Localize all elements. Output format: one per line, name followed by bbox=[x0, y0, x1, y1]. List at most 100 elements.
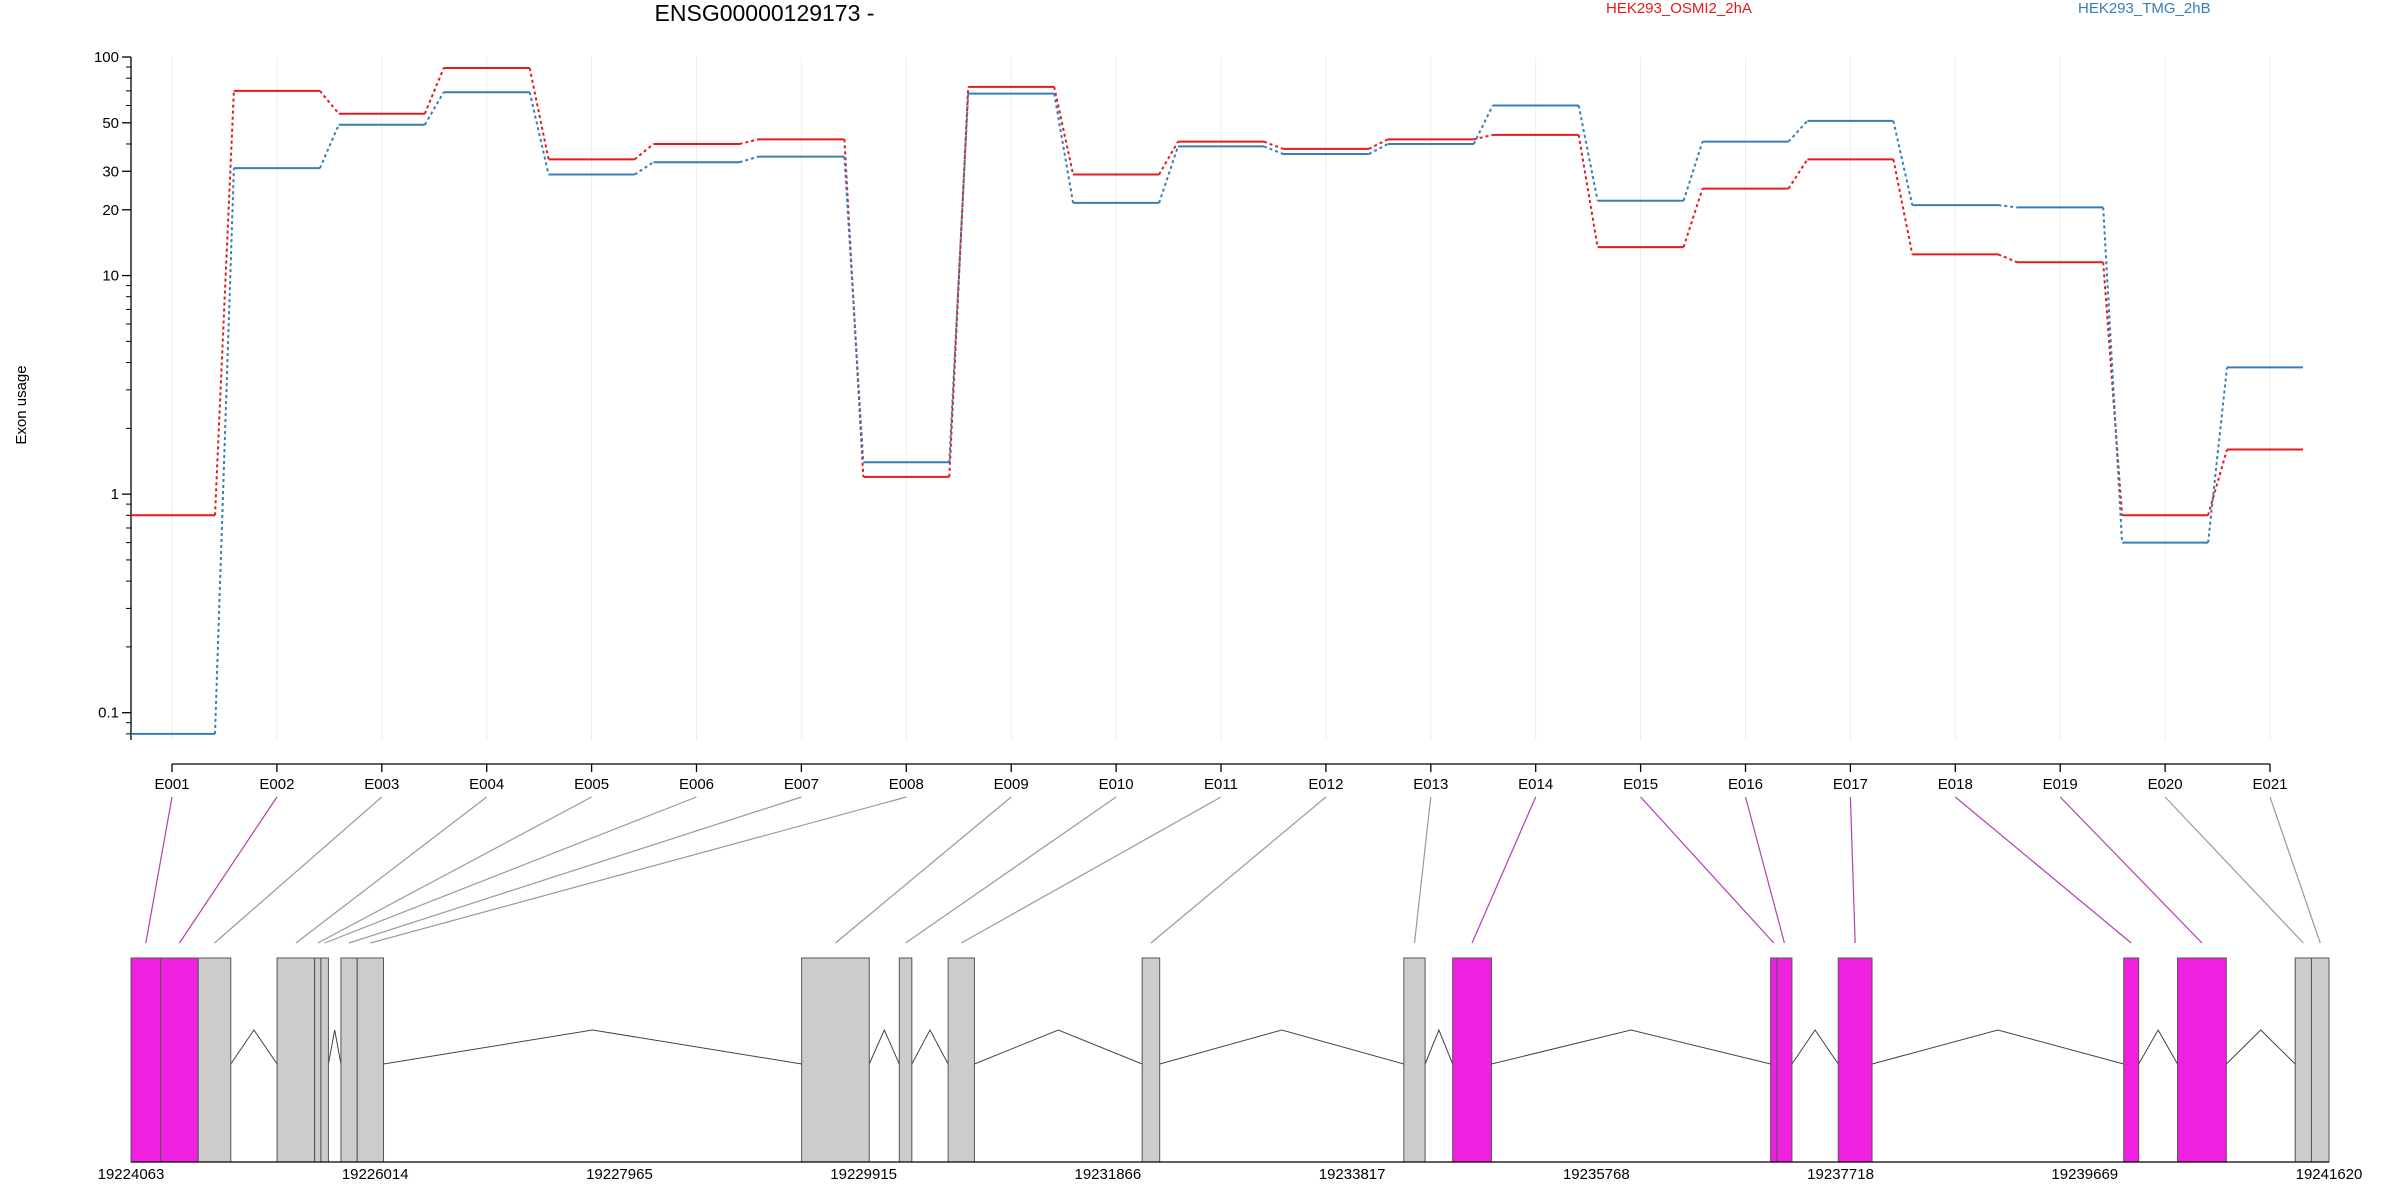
x-tick-label: E002 bbox=[259, 776, 294, 793]
x-tick-label: E018 bbox=[1938, 776, 1973, 793]
series-connector bbox=[739, 155, 759, 164]
series-connector bbox=[1682, 141, 1704, 202]
y-tick-label: 10 bbox=[102, 268, 119, 285]
series-connector bbox=[1787, 120, 1809, 143]
exon-box-e010 bbox=[898, 957, 913, 1163]
genome-coordinate-label: 19241620 bbox=[2296, 1166, 2363, 1183]
intron-line bbox=[911, 1028, 949, 1065]
series-connector bbox=[423, 67, 445, 115]
genome-coordinate-label: 19235768 bbox=[1563, 1166, 1630, 1183]
y-tick-label: 50 bbox=[102, 115, 119, 132]
exon-box-e004 bbox=[276, 957, 316, 1163]
exon-box-e015 bbox=[1770, 957, 1778, 1163]
x-tick-label: E010 bbox=[1099, 776, 1134, 793]
series-connector bbox=[1053, 86, 1075, 175]
series-connector bbox=[528, 67, 550, 160]
series-connector bbox=[1892, 120, 1914, 206]
series-connector bbox=[214, 90, 235, 516]
exon-box-e012 bbox=[1141, 957, 1161, 1163]
series-connector bbox=[1997, 253, 2018, 264]
exon-connector-e009 bbox=[835, 796, 1012, 944]
y-tick-label: 30 bbox=[102, 163, 119, 180]
series-connector bbox=[214, 168, 235, 734]
exon-box-e006 bbox=[320, 957, 329, 1163]
exon-connector-e002 bbox=[178, 796, 278, 944]
genome-coordinate-label: 19237718 bbox=[1807, 1166, 1874, 1183]
genome-coordinate-label: 19229915 bbox=[830, 1166, 897, 1183]
series-connector bbox=[1682, 188, 1704, 248]
y-tick-label: 100 bbox=[94, 49, 119, 66]
series-connector bbox=[1787, 158, 1809, 190]
exon-connector-e015 bbox=[1640, 796, 1775, 944]
series-connector bbox=[318, 124, 340, 169]
exon-box-e018 bbox=[2123, 957, 2140, 1163]
exon-connector-e021 bbox=[2269, 796, 2321, 944]
x-tick-label: E008 bbox=[889, 776, 924, 793]
series-connector bbox=[1263, 140, 1284, 150]
exon-box-e017 bbox=[1837, 957, 1873, 1163]
genome-coordinate-label: 19227965 bbox=[586, 1166, 653, 1183]
series-connector bbox=[948, 86, 970, 477]
series-connector bbox=[1053, 93, 1075, 204]
x-tick-label: E015 bbox=[1623, 776, 1658, 793]
intron-line bbox=[327, 1029, 342, 1065]
series-connector bbox=[2207, 449, 2228, 516]
intron-line bbox=[383, 1029, 802, 1065]
exon-box-e019 bbox=[2177, 957, 2227, 1163]
exon-box-e003 bbox=[197, 957, 232, 1163]
genome-coordinate-label: 19239669 bbox=[2051, 1166, 2118, 1183]
x-tick-label: E014 bbox=[1518, 776, 1553, 793]
intron-line bbox=[868, 1028, 900, 1065]
exon-connector-e018 bbox=[1954, 796, 2132, 944]
exon-connector-e013 bbox=[1413, 796, 1432, 944]
intron-line bbox=[1491, 1029, 1771, 1065]
series-connector bbox=[319, 90, 340, 115]
exon-connector-e001 bbox=[145, 796, 173, 944]
exon-connector-e004 bbox=[295, 796, 488, 944]
legend-entry-series-a: HEK293_OSMI2_2hA bbox=[1606, 0, 1752, 17]
exon-box-e007 bbox=[340, 957, 358, 1163]
x-tick-label: E020 bbox=[2148, 776, 2183, 793]
x-tick-label: E013 bbox=[1413, 776, 1448, 793]
exon-box-e013 bbox=[1403, 957, 1426, 1163]
intron-line bbox=[2138, 1028, 2178, 1065]
grid-layer bbox=[171, 57, 2271, 740]
genome-coordinate-label: 19226014 bbox=[342, 1166, 409, 1183]
x-tick-label: E006 bbox=[679, 776, 714, 793]
intron-line bbox=[2225, 1029, 2296, 1065]
series-connector bbox=[634, 161, 655, 176]
x-tick-label: E009 bbox=[994, 776, 1029, 793]
intron-line bbox=[1159, 1029, 1404, 1065]
exon-connector-e020 bbox=[2164, 796, 2304, 944]
series-connector bbox=[1998, 204, 2018, 209]
gene-model: 19224063 19226014 19227965 19229915 19231866… bbox=[98, 957, 2363, 1183]
x-tick-label: E011 bbox=[1204, 776, 1238, 793]
series-connector bbox=[1368, 143, 1389, 155]
exon-connector-e011 bbox=[960, 796, 1222, 944]
intron-line bbox=[230, 1029, 278, 1065]
series-connector bbox=[1158, 146, 1179, 204]
exon-connector-e010 bbox=[905, 796, 1117, 944]
exon-box-e002 bbox=[160, 957, 199, 1163]
series-connector bbox=[1368, 138, 1389, 150]
exon-connector-e003 bbox=[214, 796, 383, 944]
series-connector bbox=[1472, 105, 1494, 145]
intron-line bbox=[974, 1029, 1143, 1065]
y-axis: 0.1 1 10 20 30 50 100 bbox=[94, 49, 132, 740]
series-layer bbox=[131, 67, 2303, 735]
genome-coordinate-label: 19231866 bbox=[1075, 1166, 1142, 1183]
y-tick-label: 1 bbox=[111, 486, 119, 503]
exon-box-e005 bbox=[314, 957, 322, 1163]
genome-coordinate-label: 19224063 bbox=[98, 1166, 165, 1183]
x-axis: E001 E002 E003 E004 E005 E006 E007 E008 E009 E010… bbox=[154, 763, 2288, 793]
intron-line bbox=[1791, 1029, 1839, 1065]
exon-box-e016 bbox=[1776, 957, 1793, 1163]
genome-coordinate-label: 19233817 bbox=[1319, 1166, 1386, 1183]
series-a bbox=[131, 67, 2303, 517]
exon-box-e009 bbox=[801, 957, 870, 1163]
x-tick-label: E021 bbox=[2252, 776, 2287, 793]
exon-connector-e019 bbox=[2059, 796, 2203, 944]
exon-connector-e017 bbox=[1849, 796, 1856, 944]
x-tick-label: E005 bbox=[574, 776, 609, 793]
